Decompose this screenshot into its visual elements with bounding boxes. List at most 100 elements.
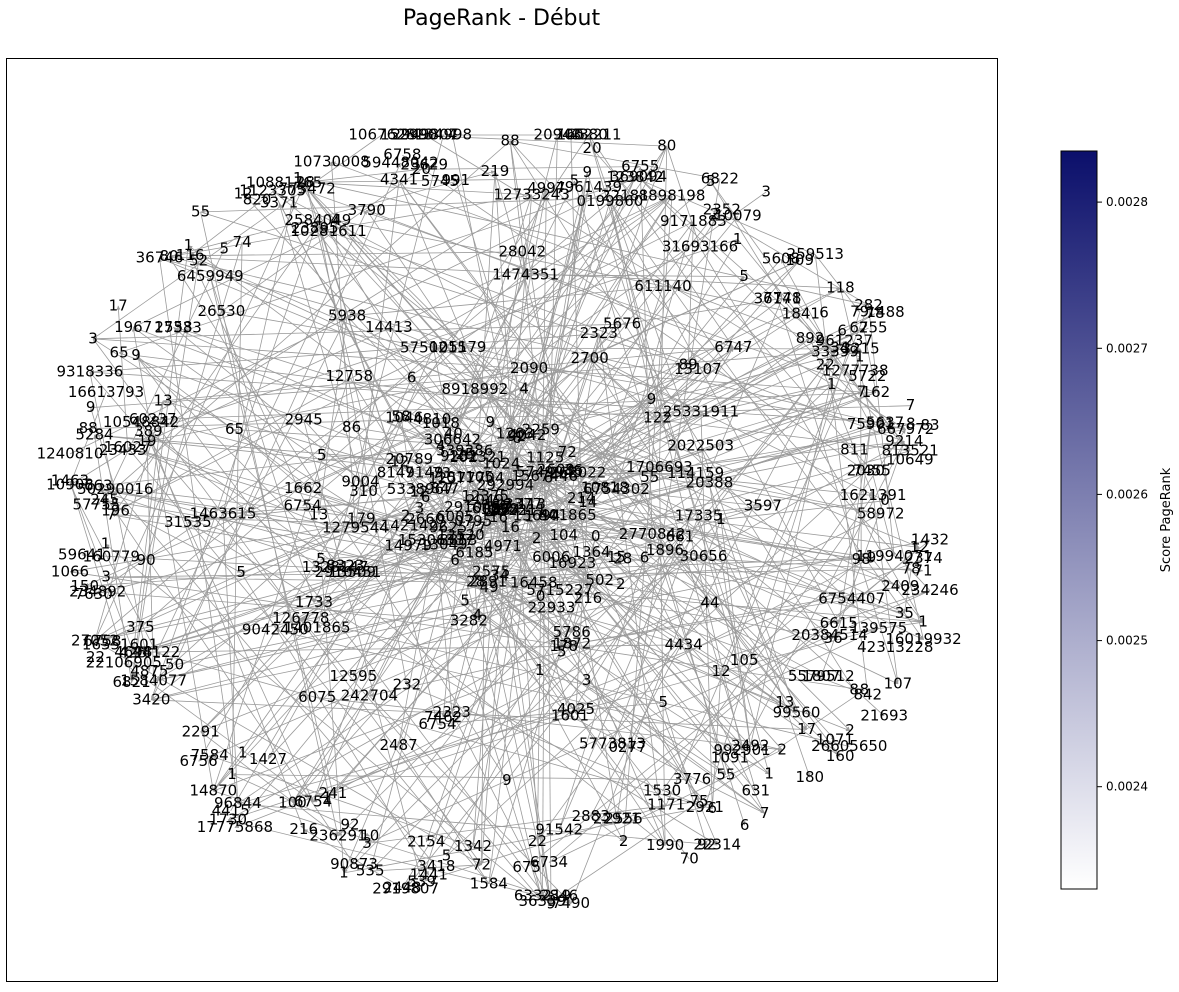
edge xyxy=(69,480,353,573)
node-label: 3377 xyxy=(504,495,542,513)
edge xyxy=(127,446,461,537)
edge xyxy=(168,193,532,257)
edge xyxy=(510,139,720,180)
edge xyxy=(132,450,911,655)
edge xyxy=(509,140,931,591)
node-label: 12758 xyxy=(325,367,373,385)
edge xyxy=(499,567,912,577)
node-label: 22 xyxy=(86,648,105,666)
node-label: 12375 xyxy=(461,487,509,505)
edge xyxy=(450,438,518,713)
edge xyxy=(575,557,872,711)
edge xyxy=(88,405,911,431)
edge xyxy=(115,488,684,646)
edge xyxy=(213,602,711,792)
edge xyxy=(522,504,766,814)
edge xyxy=(302,487,600,581)
node-label: 28 xyxy=(613,550,632,568)
edge xyxy=(464,600,765,814)
edge xyxy=(505,485,743,751)
node-label: 16 xyxy=(489,508,508,526)
node-label: 16613793 xyxy=(68,383,144,401)
node-label: 96844 xyxy=(214,794,262,812)
node-label: 15 xyxy=(607,548,626,566)
edge xyxy=(312,513,881,803)
node-label: 79 xyxy=(850,303,869,321)
edge xyxy=(237,802,718,846)
edge xyxy=(148,431,666,846)
node-label: 83 xyxy=(920,416,939,434)
node-label: 3 xyxy=(415,499,425,517)
edge xyxy=(589,358,886,502)
edge xyxy=(903,568,912,614)
edge xyxy=(526,539,931,868)
edge xyxy=(535,188,547,842)
edge xyxy=(305,175,636,183)
node-label: 5 xyxy=(236,563,246,581)
node-label: 2049 xyxy=(466,491,504,509)
edge xyxy=(505,485,700,802)
edge xyxy=(369,651,562,697)
edge xyxy=(242,193,601,581)
node-label: 4380 xyxy=(570,126,608,144)
edge xyxy=(92,338,770,775)
node-label: 162 xyxy=(862,383,891,401)
node-label: 5938 xyxy=(328,307,366,325)
node-label: 10818 xyxy=(581,478,629,496)
node-label: 10881765 xyxy=(246,174,322,192)
edge xyxy=(528,368,797,714)
node-label: 5284 xyxy=(75,426,113,444)
edge xyxy=(116,305,129,448)
node-label: 16019932 xyxy=(885,630,961,648)
edge xyxy=(863,328,878,393)
node-label: 4971 xyxy=(484,537,522,555)
node-label: 20388 xyxy=(686,474,734,492)
edge xyxy=(272,190,624,842)
node-label: 1125 xyxy=(526,449,564,467)
edge xyxy=(440,180,575,447)
edge xyxy=(209,276,315,603)
edge xyxy=(474,552,553,905)
edge xyxy=(590,816,624,842)
node-label: 20 xyxy=(412,160,431,178)
edge xyxy=(114,489,437,867)
node-label: 12 xyxy=(390,452,409,470)
node-label: 12 xyxy=(711,662,730,680)
node-label: 5 xyxy=(557,643,567,661)
node-label: 6754 xyxy=(294,793,332,811)
node-label: 7584 xyxy=(191,746,229,764)
node-label: 13107 xyxy=(674,360,722,378)
node-label: 259513 xyxy=(787,245,844,263)
node-label: 22933 xyxy=(528,598,576,616)
node-label: 28 xyxy=(466,572,485,590)
edge xyxy=(558,534,653,831)
edge xyxy=(547,134,558,473)
node-label: 2259 xyxy=(522,420,560,438)
node-label: 7 xyxy=(107,505,117,523)
edge xyxy=(317,697,783,752)
node-label: 7002211 xyxy=(555,126,622,144)
node-label: 28042 xyxy=(498,242,546,260)
node-label: 2291 xyxy=(182,722,220,740)
edge xyxy=(145,242,243,561)
edge xyxy=(132,534,564,654)
edge xyxy=(347,286,664,318)
node-label: 6185 xyxy=(455,544,493,562)
edge xyxy=(411,377,589,503)
edge xyxy=(96,140,511,506)
node-label: 1 xyxy=(918,613,928,631)
edge xyxy=(135,355,478,617)
edge xyxy=(351,427,573,645)
node-label: 16 xyxy=(487,502,506,520)
node-label: 961237 xyxy=(816,332,873,350)
edge xyxy=(152,390,876,420)
edge xyxy=(174,555,704,666)
node-label: 59448042 xyxy=(362,154,438,172)
node-label: 5745 xyxy=(421,172,459,190)
node-label: 339286 xyxy=(436,442,493,460)
node-label: 33399 xyxy=(811,342,859,360)
edge xyxy=(536,338,811,539)
node-label: 3282 xyxy=(450,612,488,630)
edge xyxy=(353,536,681,865)
edge xyxy=(408,133,667,147)
